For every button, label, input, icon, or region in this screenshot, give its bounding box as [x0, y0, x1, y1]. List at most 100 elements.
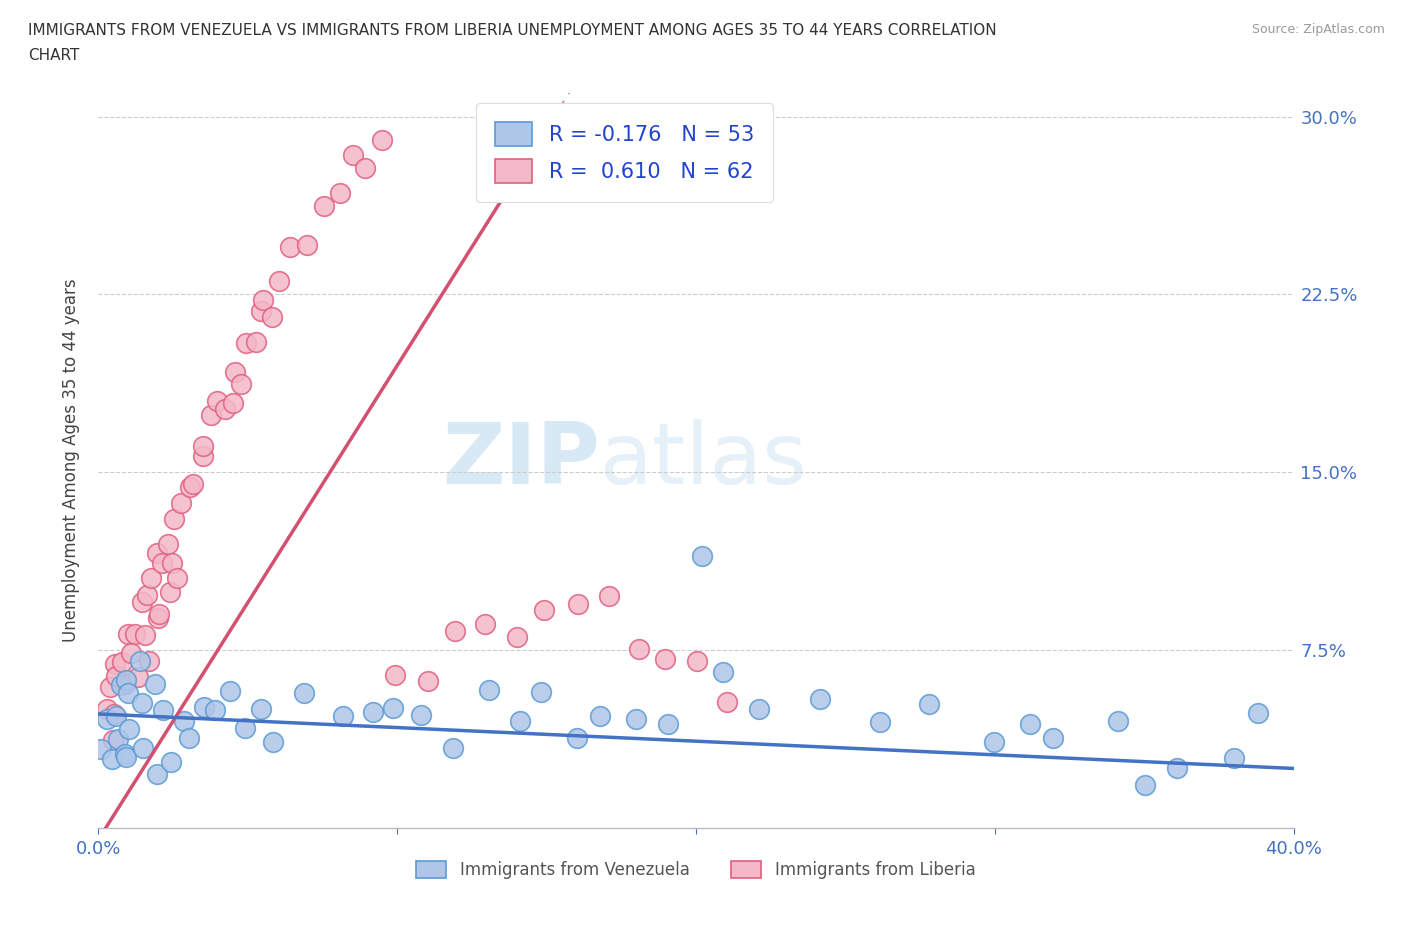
Point: [249, 304, 271, 319]
Point: [533, 603, 555, 618]
Point: [105, 709, 128, 724]
Point: [224, 365, 246, 379]
Point: [181, 477, 204, 492]
Point: [411, 708, 433, 723]
Point: [101, 752, 124, 767]
Point: [90, 741, 112, 756]
Point: [145, 676, 167, 691]
Point: [146, 546, 169, 561]
Point: [245, 334, 267, 349]
Text: Source: ZipAtlas.com: Source: ZipAtlas.com: [1251, 23, 1385, 36]
Point: [1247, 706, 1270, 721]
Point: [177, 731, 200, 746]
Point: [191, 448, 214, 463]
Point: [138, 654, 160, 669]
Point: [131, 741, 153, 756]
Point: [332, 709, 354, 724]
Point: [249, 702, 271, 717]
Point: [235, 336, 257, 351]
Point: [384, 668, 406, 683]
Point: [509, 713, 531, 728]
Point: [114, 677, 136, 692]
Point: [159, 754, 181, 769]
Point: [506, 630, 529, 644]
Point: [231, 377, 253, 392]
Text: atlas: atlas: [600, 418, 808, 502]
Point: [221, 395, 243, 410]
Point: [262, 734, 284, 749]
Point: [233, 720, 256, 735]
Point: [685, 654, 707, 669]
Point: [530, 684, 553, 699]
Point: [1107, 714, 1129, 729]
Point: [918, 697, 941, 711]
Point: [627, 642, 650, 657]
Point: [162, 512, 184, 526]
Point: [748, 701, 770, 716]
Legend: Immigrants from Venezuela, Immigrants from Liberia: Immigrants from Venezuela, Immigrants fr…: [409, 854, 983, 885]
Text: IMMIGRANTS FROM VENEZUELA VS IMMIGRANTS FROM LIBERIA UNEMPLOYMENT AMONG AGES 35 : IMMIGRANTS FROM VENEZUELA VS IMMIGRANTS …: [28, 23, 997, 38]
Point: [1019, 717, 1042, 732]
Point: [361, 705, 384, 720]
Point: [191, 439, 214, 454]
Point: [96, 711, 118, 726]
Point: [146, 610, 169, 625]
Point: [156, 536, 179, 551]
Point: [329, 186, 352, 201]
Point: [214, 402, 236, 417]
Point: [711, 665, 734, 680]
Point: [598, 589, 620, 604]
Point: [654, 652, 676, 667]
Point: [134, 628, 156, 643]
Point: [205, 394, 228, 409]
Point: [104, 657, 127, 671]
Point: [262, 309, 284, 324]
Point: [382, 700, 405, 715]
Point: [474, 617, 496, 631]
Point: [111, 655, 134, 670]
Y-axis label: Unemployment Among Ages 35 to 44 years: Unemployment Among Ages 35 to 44 years: [62, 279, 80, 642]
Point: [127, 670, 149, 684]
Point: [148, 606, 170, 621]
Point: [416, 673, 439, 688]
Point: [114, 747, 136, 762]
Point: [219, 684, 242, 698]
Point: [173, 713, 195, 728]
Point: [139, 571, 162, 586]
Point: [657, 716, 679, 731]
Point: [152, 702, 174, 717]
Point: [115, 750, 138, 764]
Point: [353, 160, 375, 175]
Point: [478, 683, 501, 698]
Point: [166, 570, 188, 585]
Point: [808, 692, 831, 707]
Point: [107, 732, 129, 747]
Point: [444, 624, 467, 639]
Point: [716, 695, 738, 710]
Point: [869, 714, 891, 729]
Point: [179, 480, 201, 495]
Point: [204, 702, 226, 717]
Point: [103, 706, 125, 721]
Point: [101, 732, 124, 747]
Point: [1166, 761, 1188, 776]
Point: [441, 740, 464, 755]
Point: [129, 654, 152, 669]
Point: [105, 669, 128, 684]
Point: [117, 685, 139, 700]
Point: [252, 292, 274, 307]
Point: [690, 549, 713, 564]
Point: [150, 555, 173, 570]
Point: [159, 584, 181, 599]
Point: [567, 730, 589, 745]
Point: [98, 679, 121, 694]
Text: CHART: CHART: [28, 48, 80, 63]
Point: [200, 407, 222, 422]
Point: [314, 198, 336, 213]
Point: [297, 238, 319, 253]
Point: [567, 596, 589, 611]
Point: [118, 722, 141, 737]
Point: [136, 587, 159, 602]
Point: [371, 133, 394, 148]
Point: [983, 735, 1005, 750]
